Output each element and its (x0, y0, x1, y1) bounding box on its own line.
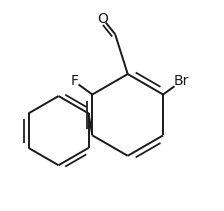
Text: O: O (97, 12, 108, 26)
Text: Br: Br (173, 74, 189, 88)
Text: F: F (70, 74, 78, 88)
